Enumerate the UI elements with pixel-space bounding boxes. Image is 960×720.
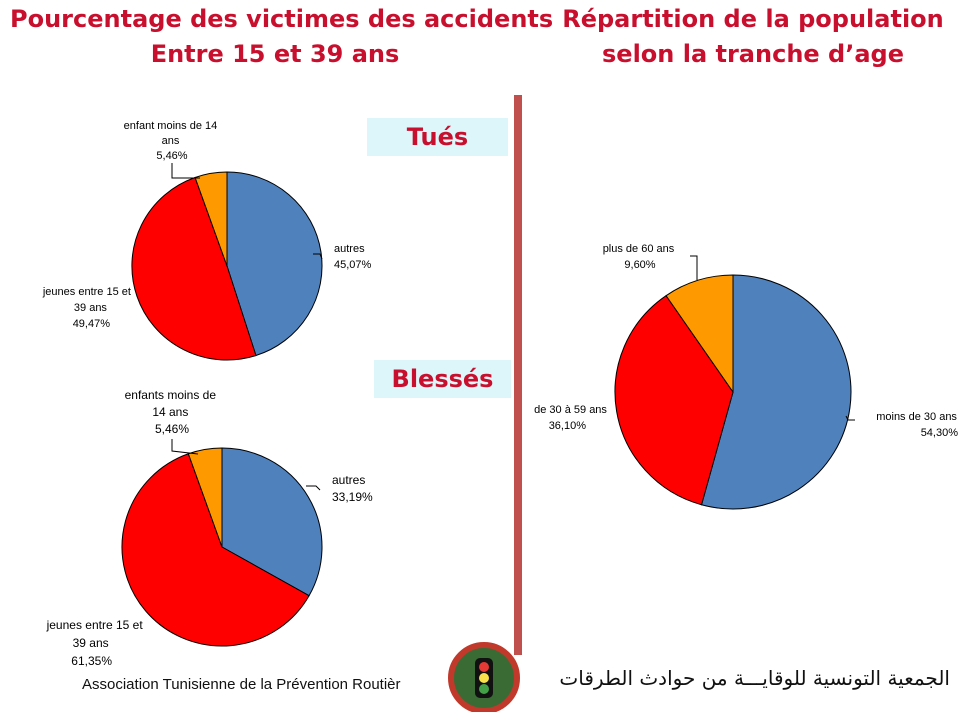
- slice-value-label: 36,10%: [549, 420, 587, 432]
- slice-label: moins de 30 ans: [876, 411, 957, 423]
- slice-value-label: 49,47%: [73, 318, 111, 330]
- pie-tues: [131, 171, 323, 361]
- slice-value-label: 5,46%: [156, 150, 187, 162]
- pie-slice-2-1: [614, 294, 734, 506]
- slice-label-line: 39 ans: [73, 636, 109, 650]
- footer-arabic-name: الجمعية التونسية للوقايـــة من حوادث الط…: [559, 666, 950, 690]
- pie-blesses-labels: enfants moins de 14 ans 5,46% autres 33,…: [46, 388, 373, 668]
- pie-slice-2-0: [700, 274, 852, 510]
- pie-population: [614, 274, 852, 510]
- pie-slice-0-1: [131, 176, 257, 361]
- slice-label-line: enfants moins de: [125, 388, 217, 402]
- slice-label-line: enfant moins de 14: [124, 120, 218, 132]
- pie-slice-0-0: [226, 171, 323, 357]
- pie-slice-2-2: [665, 274, 734, 394]
- slice-value-label: 33,19%: [332, 490, 373, 504]
- leader-line: [313, 253, 323, 260]
- tues-label: Tués: [367, 118, 508, 156]
- slice-label-line: 39 ans: [74, 302, 108, 314]
- svg-text:enfants moins de 14 ans: enfants moins de 14 ans 5,46%: [125, 388, 220, 436]
- svg-text:autres 33,19%: autres 33,19%: [332, 473, 373, 504]
- pie-slice-1-0: [221, 447, 323, 597]
- slice-label-line: ans: [162, 135, 180, 147]
- leader-line: [171, 439, 199, 455]
- left-title-line1: Pourcentage des victimes des accidents: [10, 5, 554, 33]
- right-chart-title: Répartition de la population selon la tr…: [548, 2, 958, 72]
- blesses-label: Blessés: [374, 360, 511, 398]
- slice-value-label: 5,46%: [155, 422, 189, 436]
- right-title-line1: Répartition de la population: [562, 5, 944, 33]
- svg-text:enfant moins de 14 ans: enfant moins de 14 ans 5,46%: [124, 120, 221, 162]
- slice-label-line: jeunes entre 15 et: [46, 618, 144, 632]
- right-title-line2: selon la tranche d’age: [602, 40, 904, 68]
- pie-tues-labels: enfant moins de 14 ans 5,46% autres 45,0…: [42, 120, 372, 330]
- slice-label-line: 14 ans: [152, 405, 188, 419]
- left-title-line2: Entre 15 et 39 ans: [150, 40, 400, 68]
- svg-text:autres 45,07%: autres 45,07%: [334, 243, 372, 271]
- slice-value-label: 61,35%: [71, 654, 112, 668]
- pie-blesses: [121, 447, 323, 647]
- pie-population-labels: plus de 60 ans 9,60% moins de 30 ans 54,…: [534, 243, 960, 439]
- slice-value-label: 9,60%: [624, 259, 655, 271]
- slice-label: autres: [332, 473, 365, 487]
- slice-label: autres: [334, 243, 365, 255]
- svg-text:jeunes entre 15 et 39 an: jeunes entre 15 et 39 ans 61,35%: [46, 618, 146, 668]
- vertical-divider: [514, 95, 522, 655]
- association-logo: [448, 642, 520, 712]
- leader-line: [171, 163, 200, 179]
- leader-line: [690, 255, 698, 280]
- svg-text:moins de 30 ans 54,30%: moins de 30 ans 54,30%: [876, 411, 960, 439]
- slice-value-label: 45,07%: [334, 259, 372, 271]
- pie-slice-1-1: [121, 453, 310, 647]
- slice-value-label: 54,30%: [921, 427, 959, 439]
- leader-line: [306, 485, 321, 491]
- pie-slice-0-2: [194, 171, 228, 267]
- svg-text:plus de 60 ans 9,60%: plus de 60 ans 9,60%: [603, 243, 678, 271]
- slice-label: de 30 à 59 ans: [534, 404, 607, 416]
- svg-text:jeunes entre 15 et 39 an: jeunes entre 15 et 39 ans 49,47%: [42, 286, 134, 330]
- slice-label-line: jeunes entre 15 et: [42, 286, 131, 298]
- pie-slice-1-2: [187, 447, 223, 548]
- slice-label: plus de 60 ans: [603, 243, 675, 255]
- left-chart-title: Pourcentage des victimes des accidents E…: [10, 2, 554, 72]
- footer-association-name: Association Tunisienne de la Prévention …: [82, 676, 401, 693]
- leader-line: [845, 415, 855, 421]
- svg-text:de 30 à 59 ans 36,10%: de 30 à 59 ans 36,10%: [534, 404, 610, 432]
